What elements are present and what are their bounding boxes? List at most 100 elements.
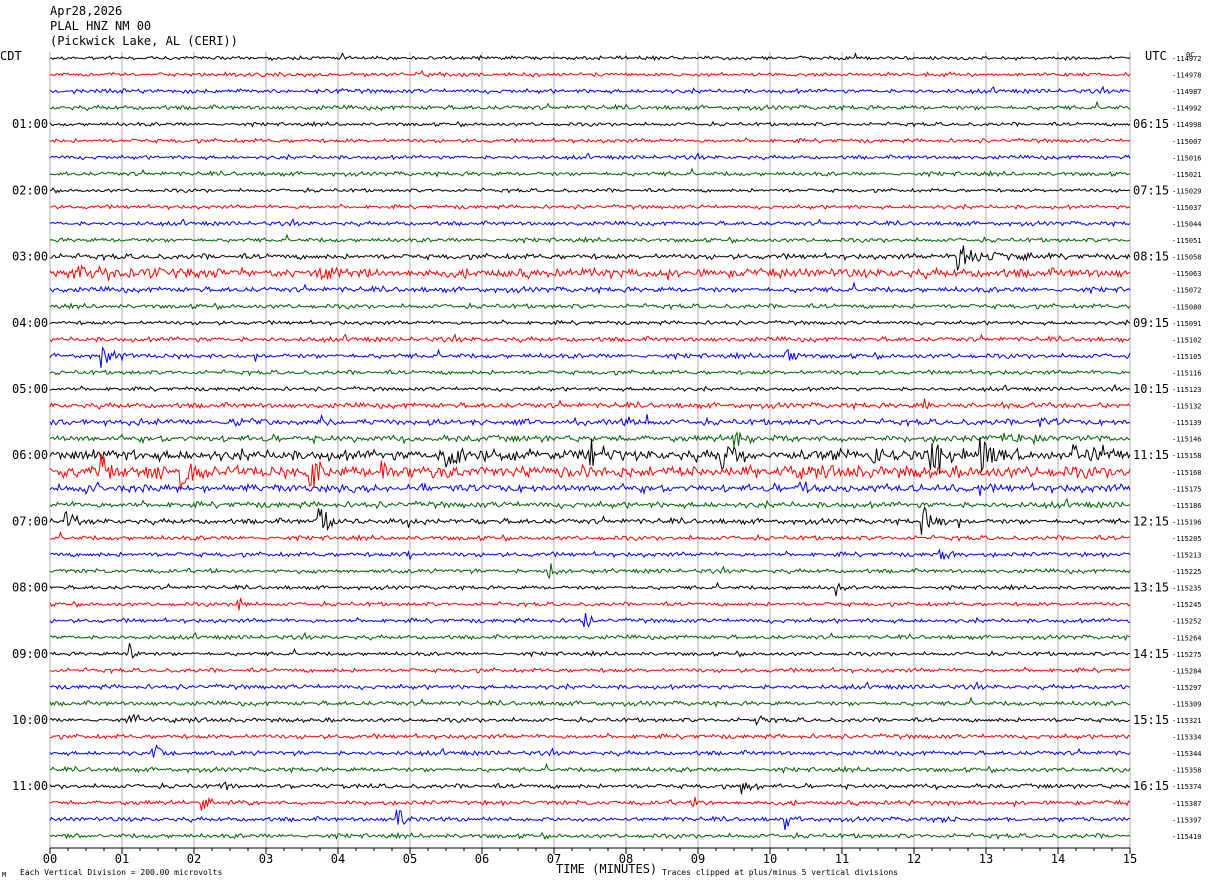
trace-line: [49, 696, 1131, 708]
left-time-label: 05:00: [12, 382, 48, 396]
x-tick-label: 02: [187, 852, 201, 866]
right-time-label: 14:15: [1133, 647, 1169, 661]
trace-line: [49, 281, 1131, 295]
x-tick-label: 12: [907, 852, 921, 866]
trace-line: [49, 809, 1131, 831]
trace-layer: [49, 51, 1131, 841]
right-time-label: 12:15: [1133, 514, 1169, 528]
trace-line: [49, 631, 1131, 642]
trace-line: [49, 319, 1131, 326]
trace-offset-label: -115196: [1172, 518, 1202, 526]
trace-offset-label: -115116: [1172, 369, 1202, 377]
x-tick-label: 11: [835, 852, 849, 866]
trace-line: [49, 480, 1131, 497]
trace-line: [49, 167, 1131, 178]
trace-offset-label: -115072: [1172, 287, 1202, 295]
left-time-label: 11:00: [12, 779, 48, 793]
right-time-label: 08:15: [1133, 250, 1169, 264]
right-time-label: 06:15: [1133, 117, 1169, 131]
trace-line: [49, 453, 1131, 491]
trace-line: [49, 732, 1131, 741]
trace-offset-label: -115044: [1172, 221, 1202, 229]
trace-offset-label: -115344: [1172, 750, 1202, 758]
header-station: PLAL HNZ NM 00: [50, 19, 152, 33]
trace-line: [49, 217, 1131, 228]
footer-logo: M: [2, 871, 6, 879]
x-tick-label: 10: [763, 852, 777, 866]
trace-offset-label: -115186: [1172, 502, 1202, 510]
trace-line: [49, 613, 1131, 628]
trace-offset-label: -115410: [1172, 833, 1202, 841]
x-tick-label: 04: [331, 852, 345, 866]
trace-line: [49, 120, 1131, 128]
trace-line: [49, 264, 1131, 281]
trace-offset-label: -115091: [1172, 320, 1202, 328]
left-time-label: 07:00: [12, 514, 48, 528]
trace-line: [49, 333, 1131, 344]
trace-offset-label: -115168: [1172, 469, 1202, 477]
trace-line: [49, 100, 1131, 112]
trace-offset-label: -114987: [1172, 88, 1202, 96]
x-tick-label: 00: [43, 852, 57, 866]
trace-offset-label: -115252: [1172, 618, 1202, 626]
trace-line: [49, 137, 1131, 144]
trace-line: [49, 69, 1131, 78]
trace-offset-label: -115358: [1172, 767, 1202, 775]
trace-offset-label: -115080: [1172, 303, 1202, 311]
left-time-label: 10:00: [12, 713, 48, 727]
trace-line: [49, 51, 1131, 62]
trace-line: [49, 383, 1131, 393]
trace-offset-label: -115284: [1172, 667, 1202, 675]
trace-line: [49, 152, 1131, 161]
trace-offset-label: -115051: [1172, 237, 1202, 245]
x-tick-label: 06: [475, 852, 489, 866]
trace-line: [49, 413, 1131, 428]
trace-offset-label: -115037: [1172, 204, 1202, 212]
trace-offset-label: -115235: [1172, 585, 1202, 593]
trace-offset-label: -115175: [1172, 485, 1202, 493]
left-time-label: 01:00: [12, 117, 48, 131]
x-tick-label: 07: [547, 852, 561, 866]
x-tick-label: 01: [115, 852, 129, 866]
trace-line: [49, 186, 1131, 194]
left-time-label: 09:00: [12, 647, 48, 661]
trace-offset-label: -115102: [1172, 336, 1202, 344]
x-tick-label: 09: [691, 852, 705, 866]
trace-offset-label: -115374: [1172, 783, 1202, 791]
trace-line: [49, 497, 1131, 510]
trace-offset-label: -115397: [1172, 816, 1202, 824]
x-tick-label: 03: [259, 852, 273, 866]
trace-line: [49, 85, 1131, 95]
trace-offset-label: -115321: [1172, 717, 1202, 725]
right-time-label: 09:15: [1133, 316, 1169, 330]
trace-offset-label: -115213: [1172, 552, 1202, 560]
trace-offset-label: -115264: [1172, 634, 1202, 642]
scale-note: Each Vertical Division = 200.00 microvol…: [20, 868, 222, 877]
trace-line: [49, 681, 1131, 691]
trace-line: [49, 642, 1131, 659]
trace-offset-label: -114998: [1172, 121, 1202, 129]
left-zone-label: CDT: [0, 49, 22, 63]
right-time-label: 10:15: [1133, 382, 1169, 396]
trace-line: [49, 597, 1131, 611]
trace-line: [49, 530, 1131, 543]
trace-line: [49, 744, 1131, 758]
trace-offset-label: -115123: [1172, 386, 1202, 394]
grid-layer: [49, 52, 1131, 854]
trace-offset-label: -115139: [1172, 419, 1202, 427]
trace-line: [49, 831, 1131, 841]
trace-line: [49, 781, 1131, 795]
trace-line: [49, 506, 1131, 535]
right-time-label: 16:15: [1133, 779, 1169, 793]
trace-offset-label: -115146: [1172, 436, 1202, 444]
trace-offset-label: -115029: [1172, 187, 1202, 195]
trace-offset-label: -115132: [1172, 403, 1202, 411]
trace-offset-label: -115225: [1172, 568, 1202, 576]
trace-line: [49, 430, 1131, 447]
trace-line: [49, 548, 1131, 561]
trace-offset-label: -115205: [1172, 535, 1202, 543]
clip-note: Traces clipped at plus/minus 5 vertical …: [662, 868, 898, 877]
trace-line: [49, 301, 1131, 311]
x-tick-label: 15: [1123, 852, 1137, 866]
